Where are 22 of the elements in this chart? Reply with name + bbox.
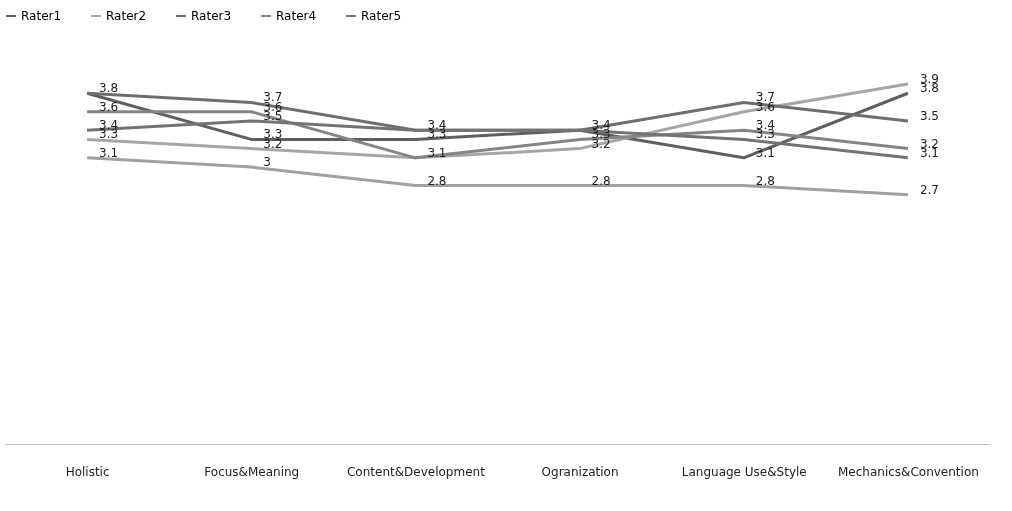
data-label: 3.1 xyxy=(755,145,775,160)
x-tick-label: Language Use&Style xyxy=(681,464,807,479)
data-label: 2.7 xyxy=(919,182,940,197)
legend-label: Rater1 xyxy=(21,9,62,23)
data-label: 2.8 xyxy=(427,173,447,188)
data-label: 3.5 xyxy=(919,108,940,123)
legend-label: Rater4 xyxy=(276,9,317,23)
data-label: 3.8 xyxy=(99,81,119,96)
data-label: 2.8 xyxy=(591,173,611,188)
data-label: 3.1 xyxy=(427,145,447,160)
x-tick-label: Holistic xyxy=(65,464,110,479)
x-tick-label: Ogranization xyxy=(541,464,619,479)
data-label: 3.1 xyxy=(99,145,119,160)
data-label: 3 xyxy=(263,155,271,170)
legend-label: Rater3 xyxy=(191,9,232,23)
legend-label: Rater5 xyxy=(361,9,402,23)
data-label: 3.6 xyxy=(99,99,119,114)
x-tick-label: Focus&Meaning xyxy=(204,464,300,479)
legend-label: Rater2 xyxy=(106,9,147,23)
x-tick-label: Content&Development xyxy=(346,464,486,479)
data-label: 2.8 xyxy=(755,173,775,188)
x-tick-label: Mechanics&Convention xyxy=(837,464,979,479)
